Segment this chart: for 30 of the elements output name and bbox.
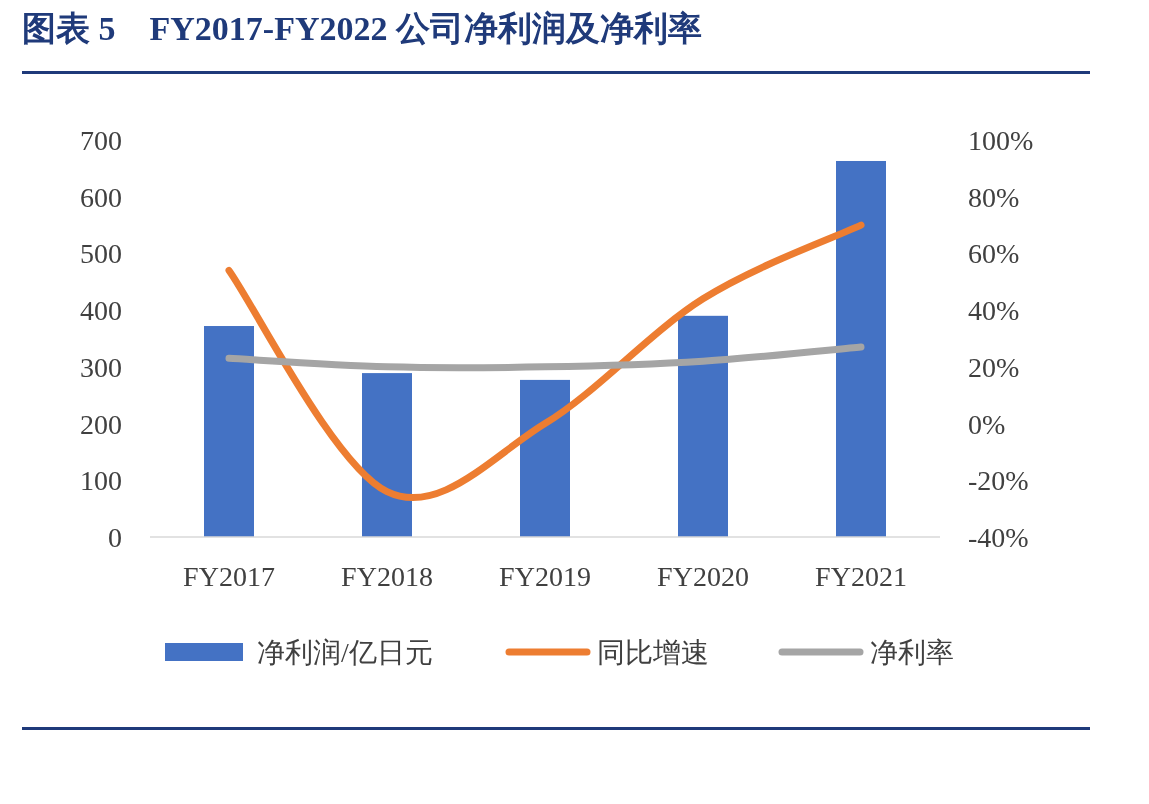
x-tick-label: FY2017 (183, 561, 275, 592)
chart-title: 图表 5 FY2017-FY2022 公司净利润及净利率 (22, 10, 702, 47)
y2-tick-label: -20% (968, 465, 1029, 497)
bar (520, 379, 570, 537)
y2-tick-label: 80% (968, 181, 1020, 213)
bar (204, 326, 254, 537)
y2-tick-label: 40% (968, 295, 1020, 327)
bar (362, 373, 412, 537)
legend-label: 同比增速 (597, 637, 709, 668)
x-tick-label: FY2021 (815, 561, 907, 592)
x-tick-label: FY2020 (657, 561, 749, 592)
y-tick-label: 600 (80, 181, 122, 213)
y-tick-label: 0 (108, 522, 122, 553)
y-tick-label: 200 (80, 408, 122, 440)
bar (678, 315, 728, 537)
y2-tick-label: 60% (968, 238, 1020, 270)
x-tick-label: FY2018 (341, 561, 433, 592)
y-tick-label: 400 (80, 295, 122, 327)
y2-tick-label: -40% (968, 522, 1029, 553)
legend-label: 净利率 (870, 637, 954, 668)
bar (836, 160, 886, 537)
y2-tick-label: 0% (968, 408, 1006, 440)
y-tick-label: 700 (80, 125, 122, 156)
y-tick-label: 500 (80, 238, 122, 270)
y2-tick-label: 20% (968, 351, 1020, 383)
y-tick-label: 300 (80, 351, 122, 383)
legend-label: 净利润/亿日元 (257, 637, 433, 668)
x-tick-label: FY2019 (499, 561, 591, 592)
y-tick-label: 100 (80, 465, 122, 497)
y2-tick-label: 100% (968, 125, 1034, 156)
